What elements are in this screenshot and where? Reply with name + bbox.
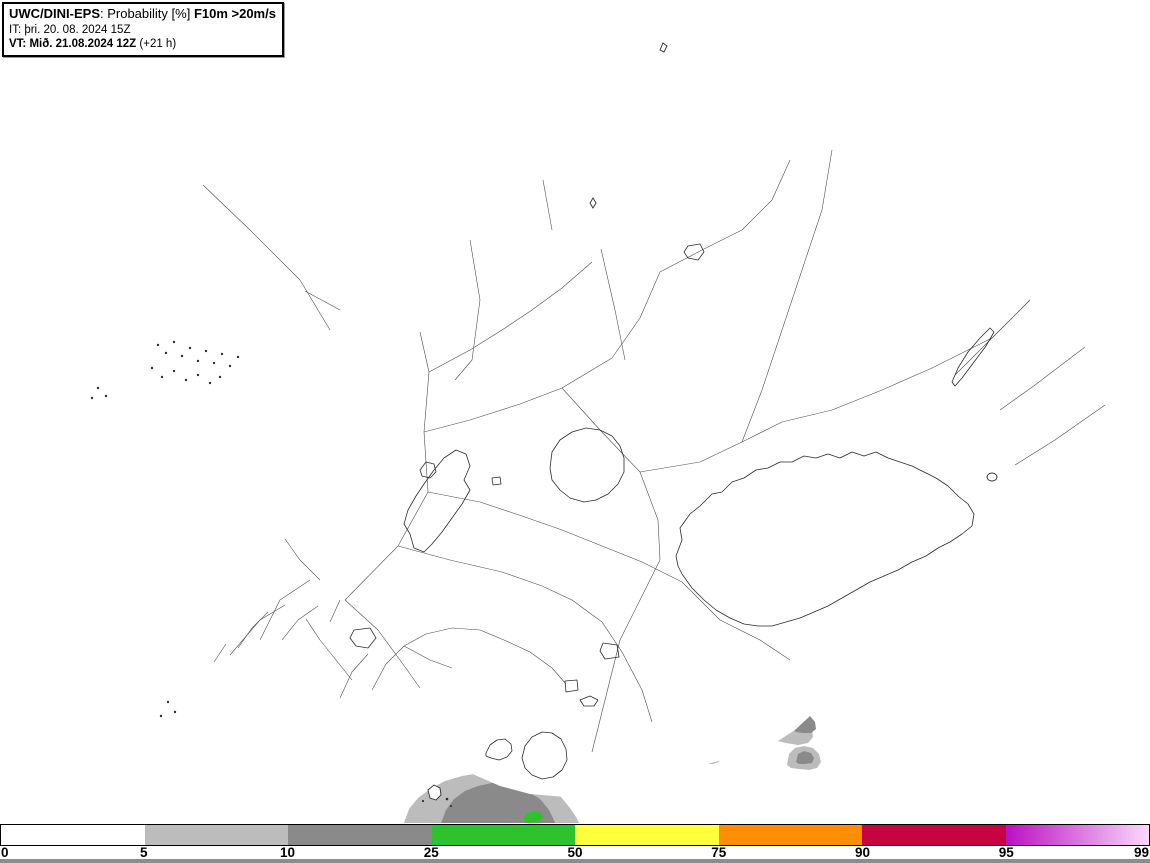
title-line-init-time: IT: þri. 20. 08. 2024 15Z <box>9 23 131 36</box>
colorbar-tick-50: 50 <box>567 845 583 860</box>
colorbar-tick-0: 0 <box>1 845 9 860</box>
colorbar-tick-95: 95 <box>998 845 1014 860</box>
colorbar-segment-10-25 <box>288 825 432 845</box>
glacier-vatnajokull <box>675 451 975 627</box>
colorbar-segment-75-90 <box>718 825 862 845</box>
glacier-eyjafjallajokull <box>485 738 513 761</box>
glacier-langjokull <box>403 449 471 553</box>
colorbar-segment-50-75 <box>575 825 719 845</box>
glacier-eiriksjokull <box>419 461 437 479</box>
lead-time-label: (+21 h) <box>136 38 177 51</box>
municipal-boundaries <box>202 149 1106 753</box>
title-line-product: UWC/DINI-EPS: Probability [%] F10m >20m/… <box>9 6 276 23</box>
glacier-hrutfell <box>491 476 502 486</box>
islets-breidafjordur <box>90 340 240 718</box>
colorbar-legend: 0 5 10 25 50 75 90 95 99 <box>0 823 1150 863</box>
glacier-outlines <box>349 243 995 780</box>
islands <box>90 42 998 807</box>
colorbar-segment-25-50 <box>431 825 575 845</box>
title-box: UWC/DINI-EPS: Probability [%] F10m >20m/… <box>2 2 284 58</box>
glacier-torfajokull <box>579 695 599 707</box>
colorbar-baseline <box>0 859 1150 863</box>
colorbar-tick-90: 90 <box>854 845 871 860</box>
colorbar-tick-25: 25 <box>423 845 439 860</box>
lake-thorisvatn <box>599 642 620 660</box>
colorbar-tick-10: 10 <box>279 845 296 860</box>
colorbar-segment-90-95 <box>862 825 1006 845</box>
colorbar-segment-0-5 <box>1 825 145 845</box>
colorbar-segment-95-99 <box>1005 825 1149 845</box>
prob-blob-offshore-se-dark-b <box>796 751 814 764</box>
parameter-label: F10m >20m/s <box>193 6 276 21</box>
glacier-myrdalsjokull <box>521 731 568 780</box>
colorbar-tick-99: 99 <box>1133 845 1149 860</box>
lake-lagarfljot <box>951 327 995 387</box>
colorbar-bar <box>0 824 1150 846</box>
lake-myvatn <box>683 243 705 261</box>
lake-thingvallavatn <box>349 627 377 649</box>
colorbar-tick-5: 5 <box>139 845 148 860</box>
valid-time-label: VT: Mið. 21.08.2024 12Z <box>9 38 137 51</box>
colorbar-segment-5-10 <box>144 825 288 845</box>
islets-vestmannaeyjar <box>421 797 452 807</box>
glacier-hofsjokull <box>549 427 625 503</box>
island-grimsey <box>659 42 668 53</box>
product-label: : Probability [%] <box>100 6 194 21</box>
title-line-valid-time: VT: Mið. 21.08.2024 12Z (+21 h) <box>9 37 276 52</box>
prob-blob-offshore-south-green-sliver <box>523 811 543 823</box>
island-heimaey <box>427 784 442 801</box>
landmark-rectangle <box>564 679 579 693</box>
model-name: UWC/DINI-EPS <box>9 6 100 21</box>
island-papey <box>986 472 998 482</box>
colorbar-tick-75: 75 <box>711 845 727 860</box>
island-hrisey <box>589 197 597 209</box>
coastline <box>56 42 1134 798</box>
colorbar-ticks: 0 5 10 25 50 75 90 95 99 <box>0 846 1150 860</box>
